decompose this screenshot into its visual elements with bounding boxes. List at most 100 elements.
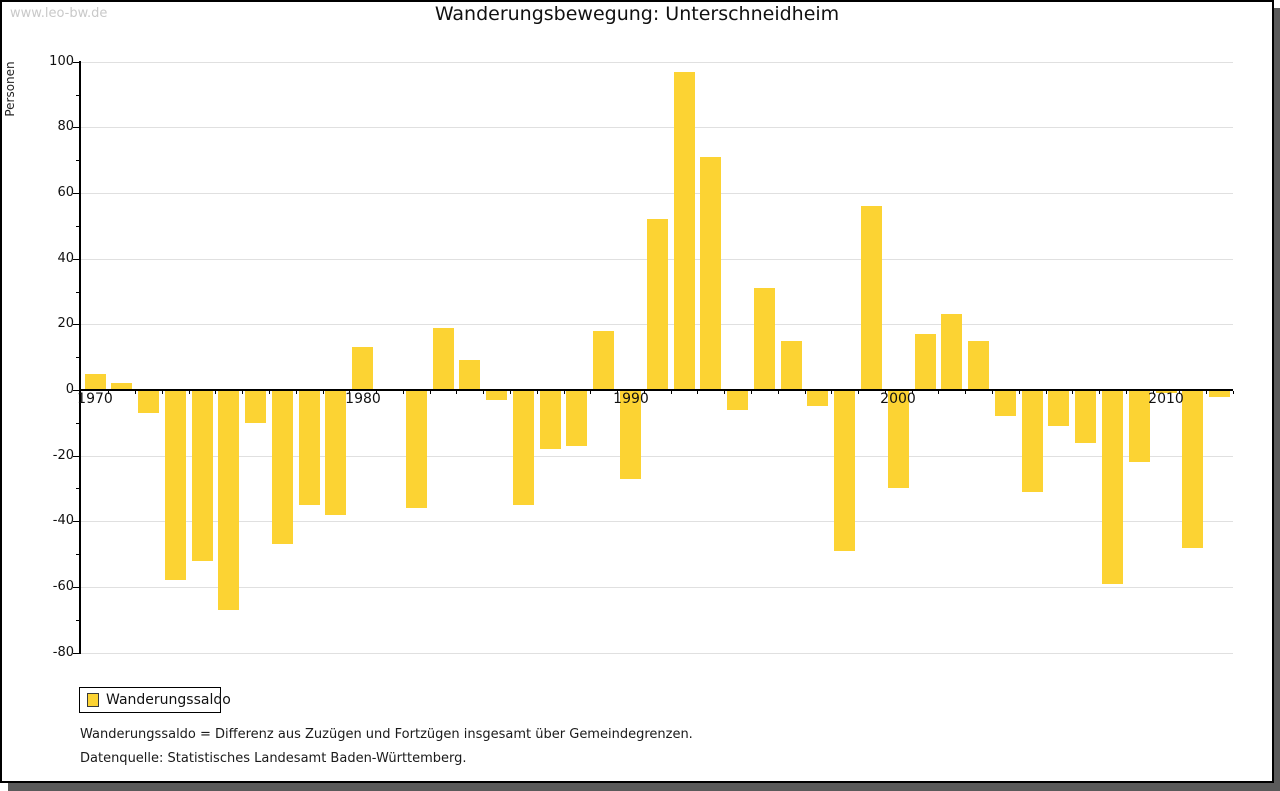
y-axis-minor-tick [76,357,80,358]
y-axis-tick [73,259,80,260]
bar-1986[interactable] [513,390,534,505]
bar-2010[interactable] [1156,390,1177,393]
x-axis-tick [349,391,350,394]
y-axis-line [79,61,81,654]
bar-1972[interactable] [138,390,159,413]
bar-2007[interactable] [1075,390,1096,443]
x-axis-tick [108,391,109,394]
bar-1991[interactable] [647,219,668,390]
y-axis-minor-tick [76,292,80,293]
bar-1993[interactable] [700,157,721,390]
y-axis-minor-tick [76,554,80,555]
bar-1976[interactable] [245,390,266,423]
bar-1995[interactable] [754,288,775,390]
bar-1977[interactable] [272,390,293,544]
bar-1971[interactable] [111,383,132,390]
x-axis-year-label-1990: 1990 [613,391,649,407]
bar-1989[interactable] [593,331,614,390]
bar-1973[interactable] [165,390,186,580]
gridline-80 [81,127,1233,128]
x-axis-tick [724,391,725,394]
bar-2002[interactable] [941,314,962,390]
bar-1990[interactable] [620,390,641,479]
x-axis-tick [403,391,404,394]
y-axis-tick-label: 80 [57,119,74,134]
bar-1997[interactable] [807,390,828,406]
footnote-datasource: Datenquelle: Statistisches Landesamt Bad… [80,751,467,766]
bar-1974[interactable] [192,390,213,561]
x-axis-tick [269,391,270,394]
bar-2003[interactable] [968,341,989,390]
bar-2009[interactable] [1129,390,1150,462]
bar-1970[interactable] [85,374,106,390]
x-axis-tick [1099,391,1100,394]
x-axis-tick [938,391,939,394]
bar-2004[interactable] [995,390,1016,416]
bar-2001[interactable] [915,334,936,390]
y-axis-tick [73,193,80,194]
bar-1992[interactable] [674,72,695,390]
y-axis-tick [73,390,80,391]
x-axis-tick [805,391,806,394]
bar-1985[interactable] [486,390,507,400]
bar-1978[interactable] [299,390,320,505]
x-axis-tick [912,391,913,394]
x-axis-tick [885,391,886,394]
bar-1987[interactable] [540,390,561,449]
bar-1996[interactable] [781,341,802,390]
page-title: Wanderungsbewegung: Unterschneidheim [434,3,840,25]
x-axis-tick [617,391,618,394]
gridline--80 [81,653,1233,654]
x-axis-tick [965,391,966,394]
bar-1982[interactable] [406,390,427,508]
gridline-100 [81,62,1233,63]
x-axis-tick [1072,391,1073,394]
x-axis-tick [1233,391,1234,394]
bar-2011[interactable] [1182,390,1203,548]
y-axis-tick [73,456,80,457]
y-axis-tick [73,127,80,128]
bar-1994[interactable] [727,390,748,410]
gridline--20 [81,456,1233,457]
bar-2006[interactable] [1048,390,1069,426]
y-axis-minor-tick [76,620,80,621]
x-axis-tick [644,391,645,394]
x-axis-tick [323,391,324,394]
bar-1999[interactable] [861,206,882,390]
y-axis-minor-tick [76,226,80,227]
x-axis-tick [751,391,752,394]
x-axis-tick [537,391,538,394]
x-axis-tick [296,391,297,394]
bar-1988[interactable] [566,390,587,446]
x-axis-tick [697,391,698,394]
x-axis-tick [510,391,511,394]
footnote-definition: Wanderungssaldo = Differenz aus Zuzügen … [80,727,693,742]
bar-1983[interactable] [433,328,454,390]
x-axis-tick [858,391,859,394]
x-axis-tick [376,391,377,394]
x-axis-tick [564,391,565,394]
bar-1984[interactable] [459,360,480,390]
bar-1998[interactable] [834,390,855,551]
legend-label: Wanderungssaldo [106,692,231,708]
y-axis-tick-label: 40 [57,251,74,266]
x-axis-tick [778,391,779,394]
bar-2005[interactable] [1022,390,1043,492]
bar-1975[interactable] [218,390,239,610]
bar-2012[interactable] [1209,390,1230,397]
x-axis-year-label-2000: 2000 [880,391,916,407]
legend[interactable]: Wanderungssaldo [79,687,231,713]
bar-2008[interactable] [1102,390,1123,584]
bar-2000[interactable] [888,390,909,488]
y-axis-tick-label: 100 [49,54,74,69]
x-axis-tick [215,391,216,394]
gridline-60 [81,193,1233,194]
y-axis-title: Personen [3,61,17,117]
y-axis-tick-label: 0 [65,382,74,397]
bar-1980[interactable] [352,347,373,390]
bar-1979[interactable] [325,390,346,515]
y-axis-tick [73,653,80,654]
x-axis-year-label-2010: 2010 [1148,391,1184,407]
y-axis-tick [73,324,80,325]
